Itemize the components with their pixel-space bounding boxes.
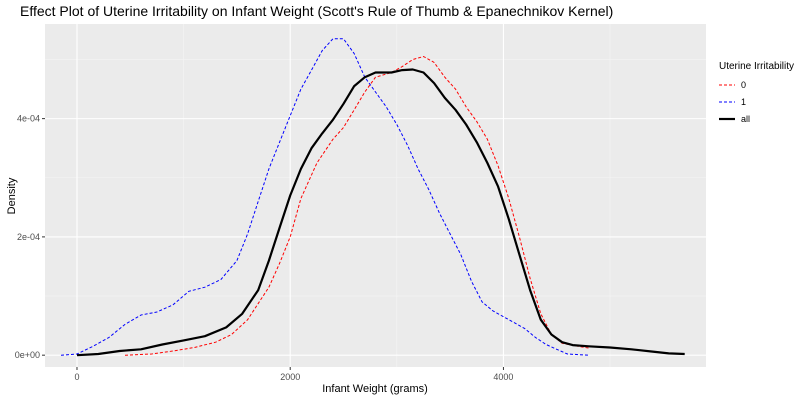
legend-background bbox=[714, 54, 796, 130]
legend-keys: 0 1 all bbox=[719, 80, 750, 124]
x-tick-label: 2000 bbox=[280, 372, 300, 382]
x-tick-label: 4000 bbox=[493, 372, 513, 382]
legend-label-1: 1 bbox=[741, 97, 746, 107]
series-lines bbox=[60, 38, 685, 357]
y-tick-label: 0e+00 bbox=[15, 350, 40, 360]
legend-label-all: all bbox=[741, 114, 750, 124]
chart-title: Effect Plot of Uterine Irritability on I… bbox=[20, 3, 613, 19]
y-axis-ticks: 0e+00 2e-04 4e-04 bbox=[15, 114, 45, 360]
legend-title: Uterine Irritability bbox=[719, 61, 794, 72]
y-tick-label: 4e-04 bbox=[17, 114, 40, 124]
series-line-1 bbox=[60, 38, 589, 356]
x-axis-ticks: 0 2000 4000 bbox=[74, 367, 513, 382]
legend-label-0: 0 bbox=[741, 80, 746, 90]
y-tick-label: 2e-04 bbox=[17, 232, 40, 242]
grid-lines bbox=[45, 24, 706, 367]
legend: Uterine Irritability 0 1 all bbox=[714, 54, 796, 130]
plot-panel bbox=[45, 24, 706, 367]
series-line-0 bbox=[124, 56, 589, 356]
x-tick-label: 0 bbox=[74, 372, 79, 382]
x-axis-title: Infant Weight (grams) bbox=[322, 383, 428, 395]
y-axis-title: Density bbox=[6, 177, 18, 214]
series-line-all bbox=[76, 68, 685, 357]
